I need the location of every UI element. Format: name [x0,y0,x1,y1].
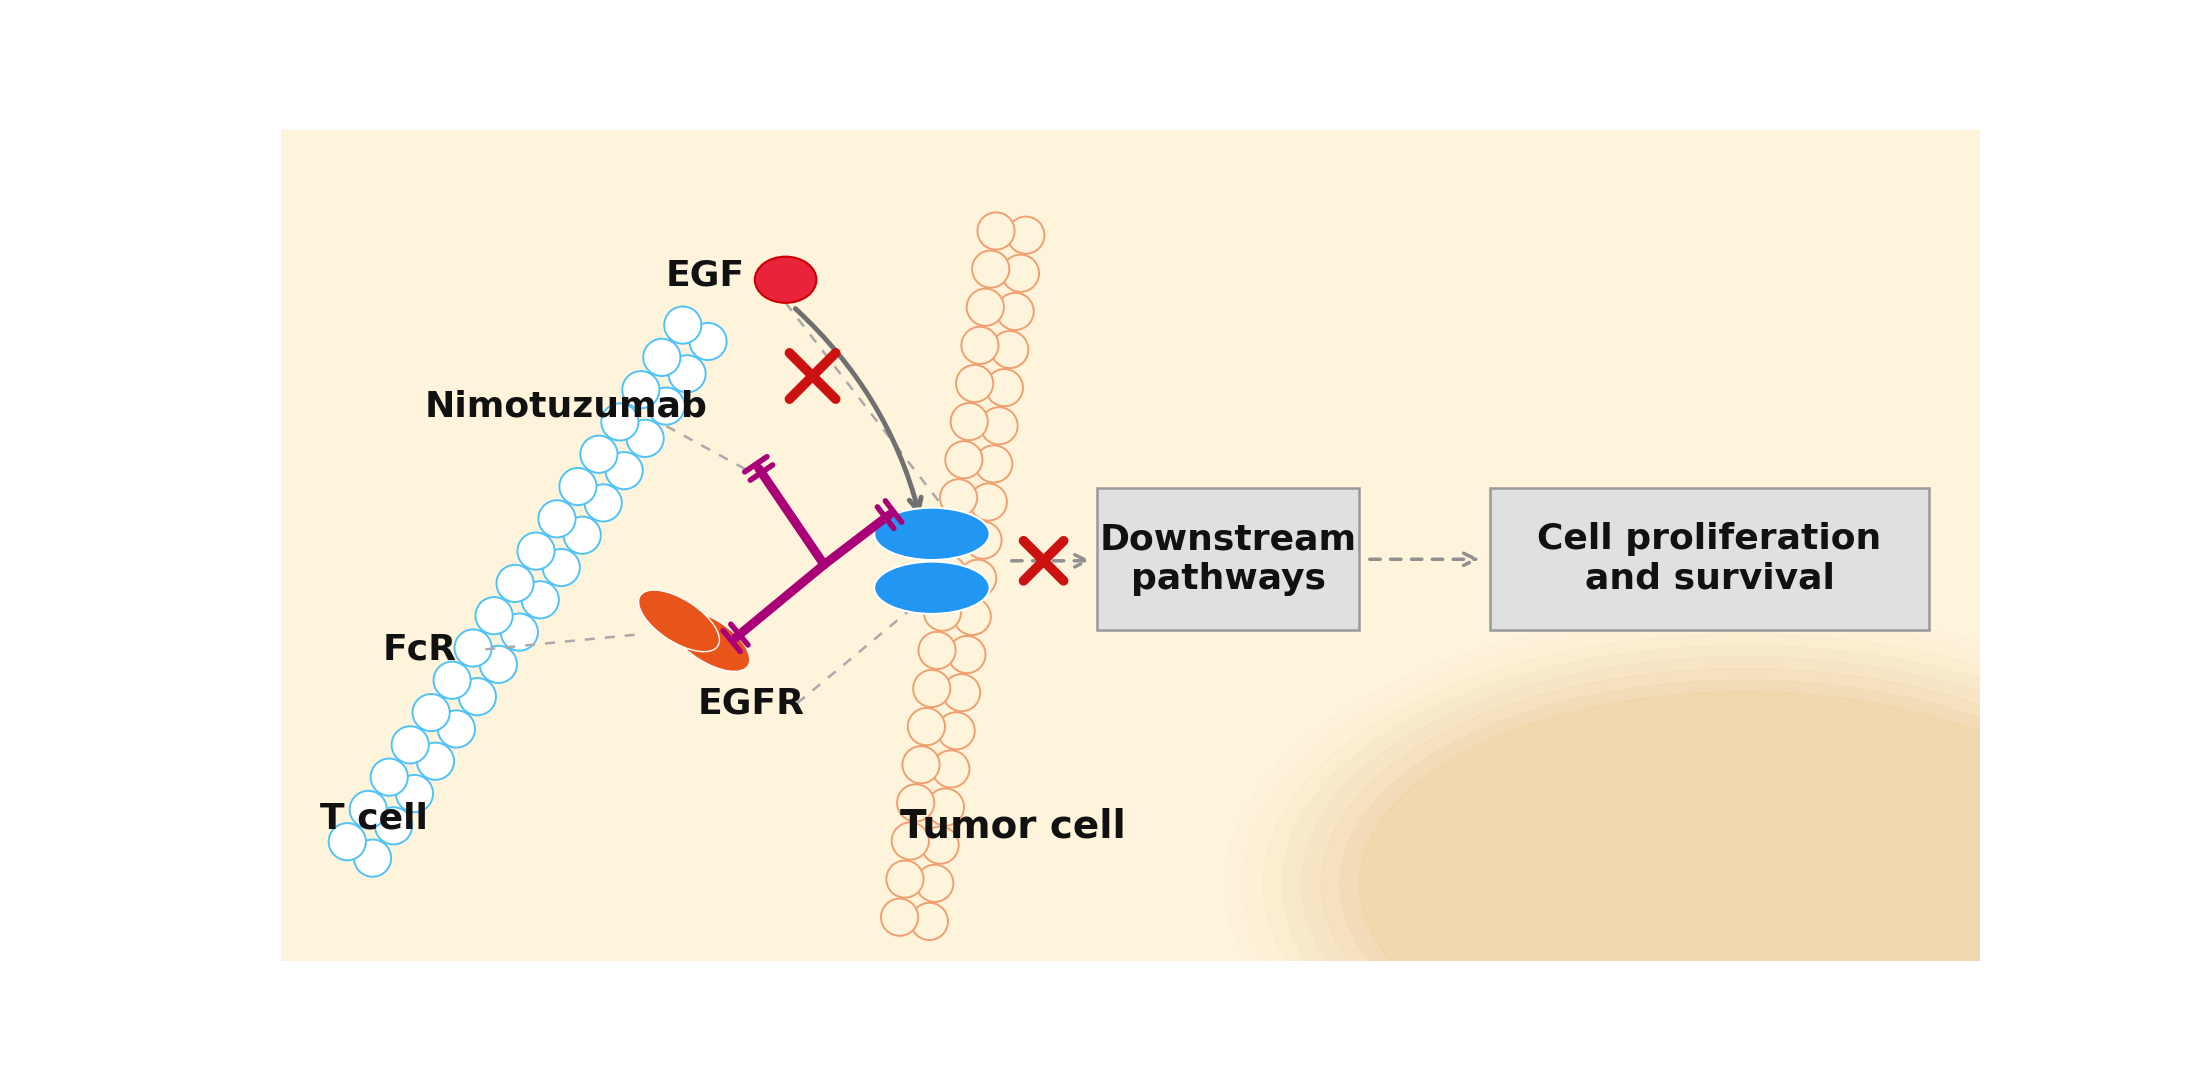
Ellipse shape [1002,255,1039,292]
Ellipse shape [898,784,935,822]
Ellipse shape [375,807,413,845]
Text: FcR: FcR [384,633,457,666]
Ellipse shape [913,670,951,707]
Ellipse shape [929,555,966,593]
Ellipse shape [560,468,596,505]
Ellipse shape [942,674,979,712]
Ellipse shape [927,788,964,825]
Ellipse shape [518,532,554,570]
Ellipse shape [435,662,470,699]
Ellipse shape [953,598,990,635]
Ellipse shape [602,403,638,441]
Ellipse shape [627,420,664,457]
Ellipse shape [887,861,924,897]
Ellipse shape [417,743,454,780]
Ellipse shape [538,500,576,538]
Text: T cell: T cell [320,801,428,836]
Text: Nimotuzumab: Nimotuzumab [426,390,708,423]
Ellipse shape [649,388,684,424]
Ellipse shape [371,758,408,796]
FancyBboxPatch shape [1096,488,1359,630]
Ellipse shape [990,330,1028,368]
Ellipse shape [351,791,386,828]
Ellipse shape [1359,691,2129,1077]
Ellipse shape [1008,217,1043,254]
Ellipse shape [638,590,719,651]
Ellipse shape [459,678,496,715]
Ellipse shape [924,594,962,631]
Ellipse shape [975,445,1013,483]
Ellipse shape [501,613,538,650]
Ellipse shape [973,251,1010,287]
Ellipse shape [543,549,580,586]
Ellipse shape [997,293,1035,330]
Ellipse shape [622,372,660,408]
Ellipse shape [979,407,1017,444]
Ellipse shape [986,369,1024,406]
Ellipse shape [966,288,1004,326]
Ellipse shape [909,708,944,745]
Ellipse shape [915,865,953,902]
Ellipse shape [476,597,512,634]
Text: Tumor cell: Tumor cell [900,808,1125,846]
Ellipse shape [496,565,534,602]
Ellipse shape [413,694,450,731]
Ellipse shape [644,339,679,376]
Ellipse shape [940,480,977,516]
Ellipse shape [454,630,492,666]
Ellipse shape [918,632,955,669]
Ellipse shape [607,453,642,489]
Ellipse shape [891,822,929,860]
Ellipse shape [922,826,960,864]
Ellipse shape [393,726,428,764]
Ellipse shape [874,562,990,613]
Ellipse shape [951,403,988,441]
Ellipse shape [938,712,975,750]
Ellipse shape [664,307,702,343]
Ellipse shape [1339,680,2149,1080]
Ellipse shape [329,823,366,861]
Ellipse shape [902,746,940,783]
Ellipse shape [971,484,1006,521]
Ellipse shape [580,435,618,473]
Ellipse shape [874,508,990,561]
Ellipse shape [949,636,986,673]
Ellipse shape [437,711,474,747]
Ellipse shape [585,484,622,522]
Ellipse shape [935,517,973,554]
Ellipse shape [395,775,432,812]
Ellipse shape [563,516,600,554]
Text: EGF: EGF [666,259,743,293]
Ellipse shape [668,355,706,392]
Ellipse shape [964,522,1002,558]
Ellipse shape [668,610,750,672]
Ellipse shape [955,365,993,402]
Ellipse shape [977,213,1015,249]
Ellipse shape [479,646,516,683]
Ellipse shape [353,839,390,877]
Ellipse shape [911,903,949,940]
Ellipse shape [521,581,558,619]
Ellipse shape [962,327,999,364]
FancyBboxPatch shape [1491,488,1928,630]
Ellipse shape [1321,669,2168,1080]
Ellipse shape [690,323,726,360]
Ellipse shape [880,899,918,936]
Text: Downstream
pathways: Downstream pathways [1101,522,1357,595]
Ellipse shape [960,559,997,597]
Text: EGFR: EGFR [697,686,805,720]
Text: Cell proliferation
and survival: Cell proliferation and survival [1538,522,1882,595]
Ellipse shape [933,751,968,787]
Ellipse shape [754,257,816,302]
Ellipse shape [946,441,982,478]
